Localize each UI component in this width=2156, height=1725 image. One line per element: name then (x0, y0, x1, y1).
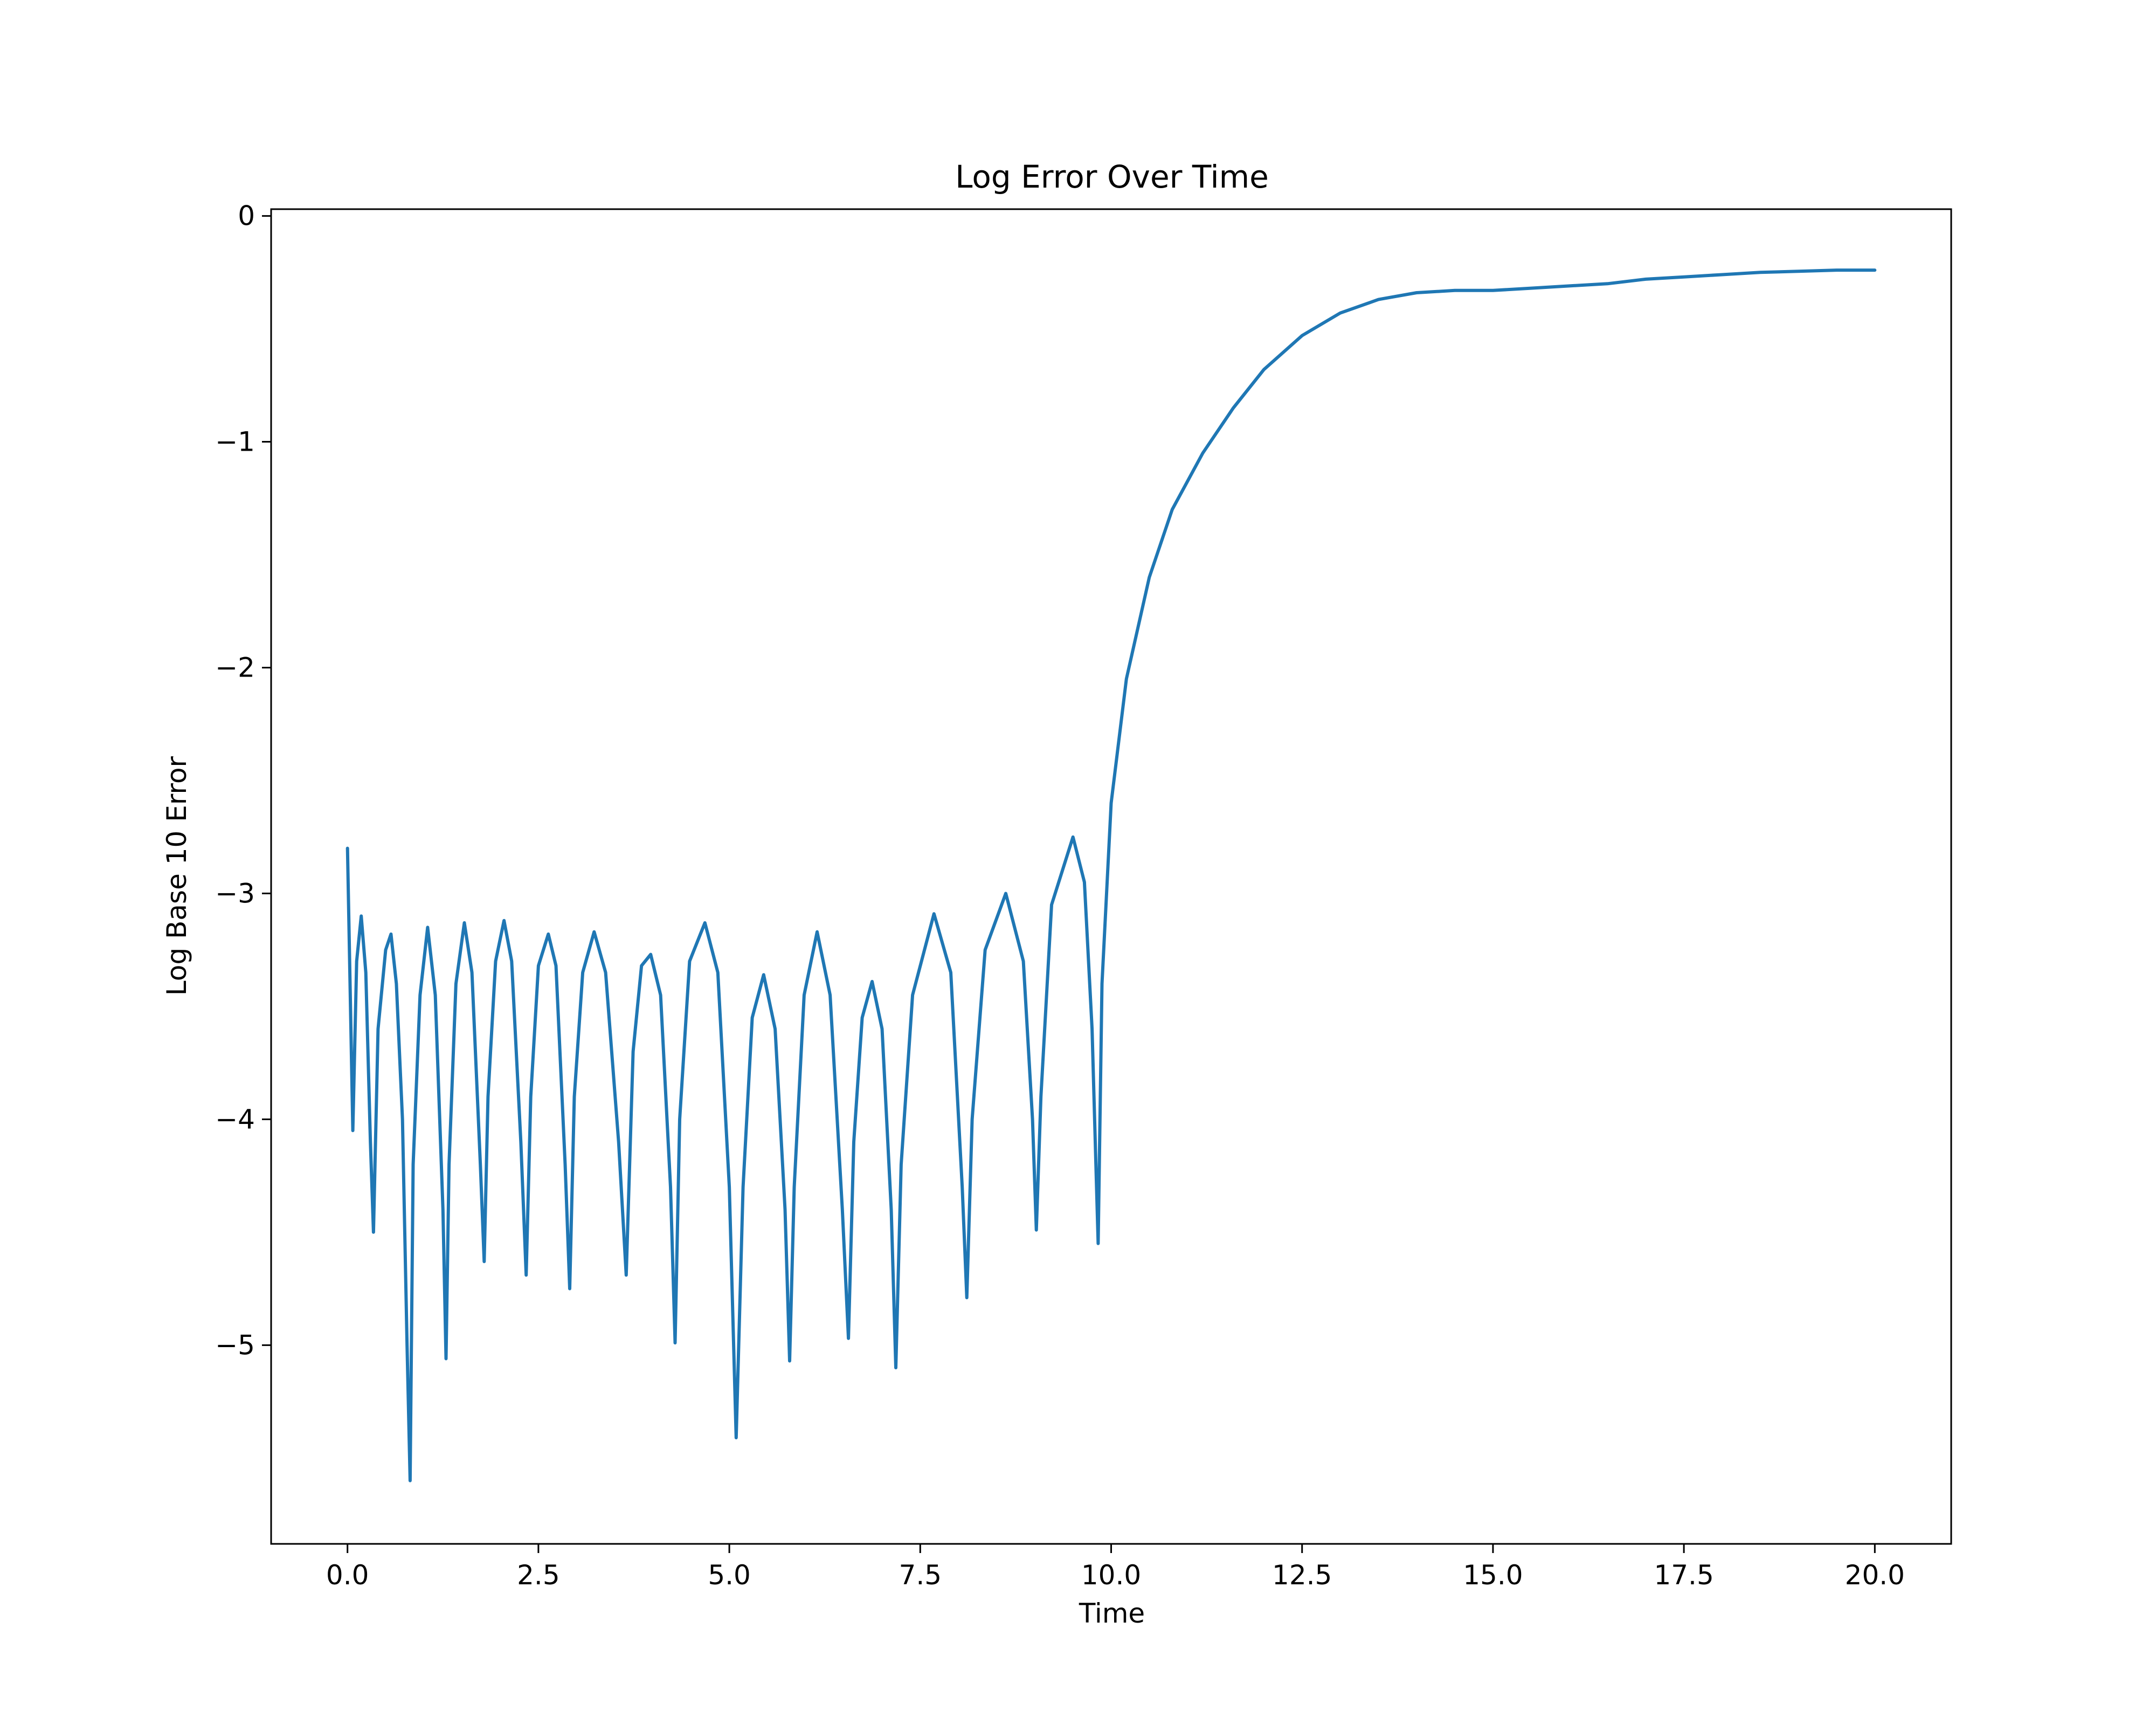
y-axis-ticks: 0 −1 −2 −3 −4 −5 (215, 201, 271, 1361)
x-axis-ticks: 0.0 2.5 5.0 7.5 10.0 12.5 15.0 17.5 20.0 (326, 1544, 1905, 1591)
y-tick-label: 0 (238, 201, 255, 232)
y-tick-label: −3 (215, 878, 255, 909)
x-tick-label: 12.5 (1272, 1560, 1332, 1591)
x-tick-label: 10.0 (1081, 1560, 1141, 1591)
x-tick-label: 0.0 (326, 1560, 369, 1591)
y-tick-label: −1 (215, 426, 255, 458)
x-tick-label: 20.0 (1845, 1560, 1905, 1591)
x-axis-label: Time (1079, 1598, 1145, 1629)
x-tick-label: 15.0 (1463, 1560, 1523, 1591)
chart-title: Log Error Over Time (955, 158, 1269, 195)
series-line (345, 268, 1877, 1482)
plot-area-frame (270, 208, 1952, 1545)
x-tick-label: 17.5 (1654, 1560, 1713, 1591)
x-tick-label: 7.5 (899, 1560, 942, 1591)
y-tick-label: −4 (215, 1103, 255, 1135)
x-tick-label: 5.0 (708, 1560, 751, 1591)
x-tick-label: 2.5 (517, 1560, 560, 1591)
y-axis-label: Log Base 10 Error (161, 756, 192, 996)
series-layer (345, 268, 1877, 1482)
y-tick-label: −2 (215, 652, 255, 683)
y-tick-label: −5 (215, 1329, 255, 1361)
